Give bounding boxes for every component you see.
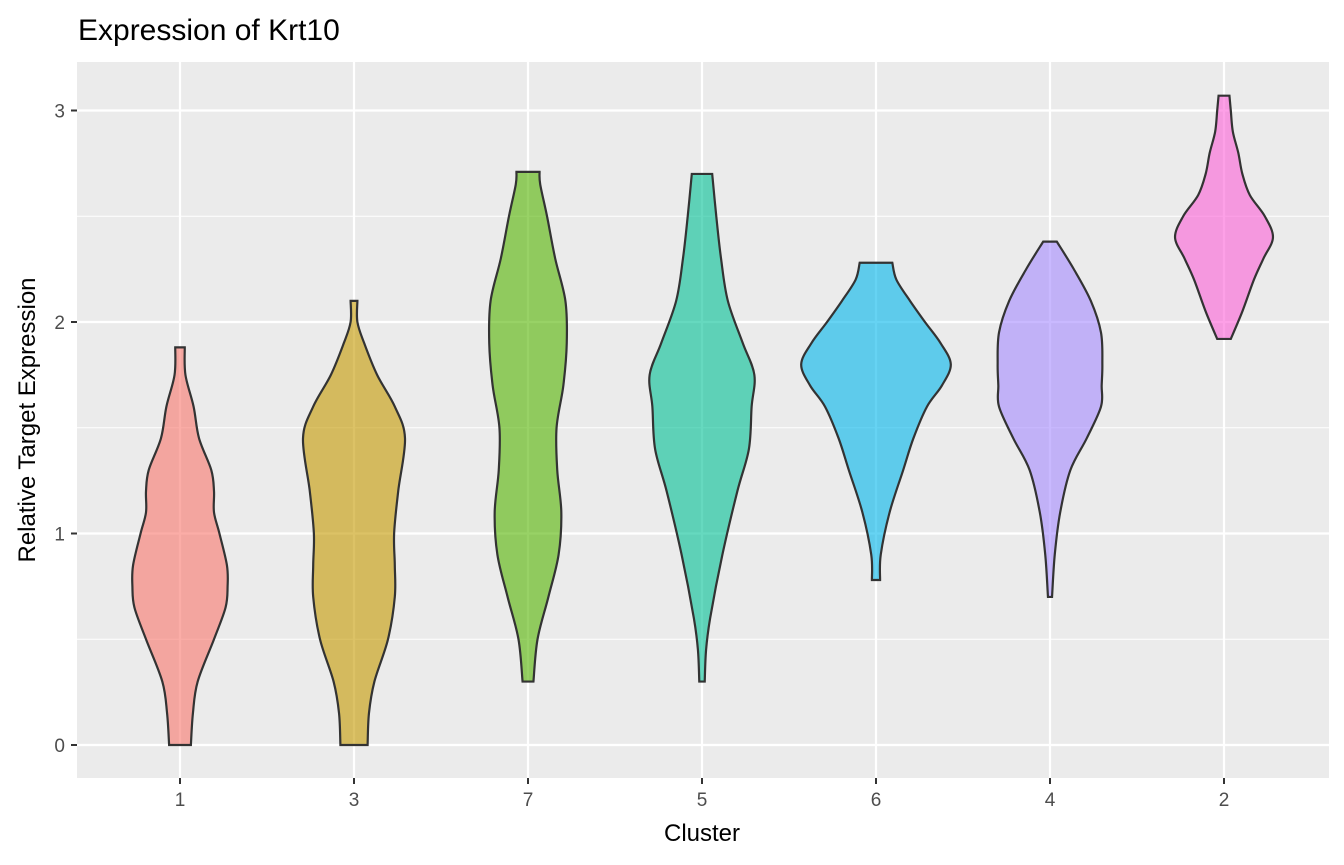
- violins: [131, 94, 1275, 747]
- violin-cluster-2: [1173, 94, 1275, 341]
- x-tick-label: 4: [1045, 790, 1056, 811]
- violin-cluster-6: [800, 261, 952, 582]
- violin-cluster-7: [487, 170, 569, 683]
- violin-cluster-3: [301, 299, 407, 747]
- y-axis: 0 1 2 3: [54, 102, 77, 757]
- x-axis: 1 3 7 5 6 4 2: [175, 778, 1230, 811]
- y-tick-label: 2: [54, 313, 65, 334]
- x-axis-title: Cluster: [664, 820, 740, 847]
- y-axis-title: Relative Target Expression: [14, 277, 41, 562]
- y-tick-label: 3: [54, 102, 65, 123]
- y-tick-label: 0: [54, 736, 65, 757]
- violin-cluster-5: [648, 172, 756, 683]
- y-tick-label: 1: [54, 525, 65, 546]
- x-tick-label: 2: [1219, 790, 1230, 811]
- violin-cluster-1: [131, 346, 229, 747]
- x-tick-label: 3: [349, 790, 360, 811]
- x-tick-label: 5: [697, 790, 708, 811]
- x-tick-label: 1: [175, 790, 186, 811]
- x-tick-label: 7: [523, 790, 534, 811]
- violin-cluster-4: [996, 240, 1104, 599]
- chart-title: Expression of Krt10: [78, 14, 340, 47]
- x-tick-label: 6: [871, 790, 882, 811]
